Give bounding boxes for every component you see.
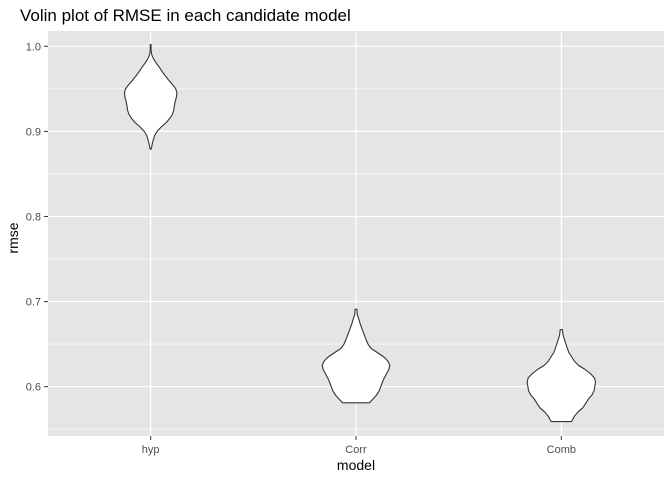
- violin-corr: [321, 308, 391, 404]
- x-tick-label-corr: Corr: [345, 444, 367, 456]
- x-axis-title: model: [337, 457, 375, 473]
- major-gridlines: [48, 31, 664, 436]
- violins: [123, 44, 597, 423]
- violin-comb: [526, 329, 597, 423]
- x-tick-label-comb: Comb: [547, 444, 576, 456]
- y-axis-title: rmse: [5, 222, 21, 253]
- x-axis: hyp Corr Comb: [142, 436, 576, 456]
- y-tick-label: 0.6: [26, 382, 41, 394]
- violin-hyp: [123, 44, 178, 150]
- chart-title: Volin plot of RMSE in each candidate mod…: [20, 6, 351, 25]
- y-axis: 0.6 0.7 0.8 0.9 1.0: [26, 41, 48, 394]
- y-tick-label: 0.9: [26, 126, 41, 138]
- y-tick-label: 0.7: [26, 297, 41, 309]
- x-tick-label-hyp: hyp: [142, 444, 160, 456]
- y-tick-label: 0.8: [26, 211, 41, 223]
- y-tick-label: 1.0: [26, 41, 41, 53]
